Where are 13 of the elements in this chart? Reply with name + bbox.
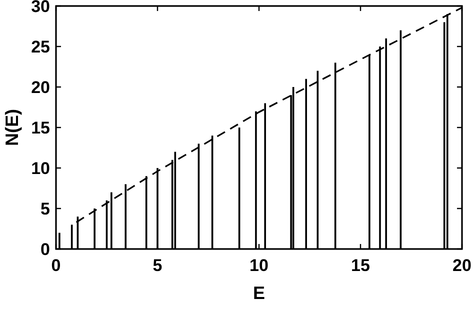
y-tick-label: 30 — [31, 0, 50, 16]
x-tick-label: 20 — [452, 256, 472, 275]
x-axis-title: E — [252, 283, 266, 303]
y-tick-label: 10 — [31, 158, 50, 178]
y-tick-label: 25 — [31, 37, 50, 56]
x-tick-label: 15 — [351, 256, 370, 275]
y-tick-label: 15 — [31, 118, 50, 138]
y-axis-title: N(E) — [2, 109, 22, 146]
y-tick-label: 5 — [40, 199, 50, 218]
x-tick-label: 5 — [152, 256, 162, 275]
y-tick-label: 0 — [40, 240, 50, 259]
y-tick-label: 20 — [31, 78, 50, 97]
x-tick-label: 10 — [250, 256, 268, 275]
